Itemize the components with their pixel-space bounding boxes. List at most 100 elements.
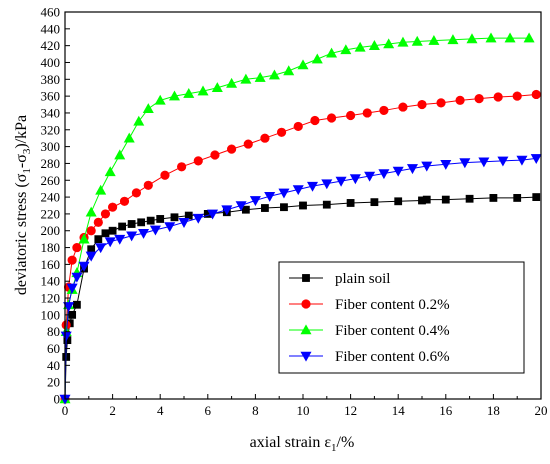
x-tick-label: 2: [109, 403, 116, 418]
x-tick-label: 20: [535, 403, 548, 418]
data-point: [379, 105, 389, 116]
legend-entry: Fiber content 0.2%: [289, 297, 450, 313]
data-point: [178, 218, 190, 228]
tick-labels: 0 2 4 6 8 10 12 14 16 18 2002040608010012014016018…: [41, 5, 548, 419]
data-point: [321, 179, 333, 190]
data-point: [241, 205, 250, 214]
data-point: [311, 53, 323, 64]
data-point: [73, 300, 81, 309]
y-tick-label: 440: [41, 21, 61, 36]
data-point: [207, 209, 219, 220]
data-point: [94, 235, 103, 244]
data-point: [240, 73, 252, 84]
data-point: [143, 180, 153, 190]
data-point: [364, 171, 376, 182]
data-point: [164, 222, 176, 233]
data-point: [146, 216, 155, 225]
data-point: [299, 201, 307, 210]
data-point: [138, 228, 150, 239]
legend-label: Fiber content 0.6%: [335, 349, 450, 365]
data-point: [183, 87, 195, 98]
y-tick-label: 460: [41, 5, 61, 20]
data-point: [292, 185, 304, 196]
data-point: [283, 65, 295, 76]
x-tick-label: 0: [62, 403, 69, 418]
data-point: [254, 72, 266, 82]
y-tick-label: 200: [41, 223, 61, 238]
data-point: [104, 237, 116, 248]
data-point: [197, 85, 209, 96]
y-tick-label: 220: [41, 206, 61, 221]
data-point: [66, 283, 78, 294]
data-point: [193, 156, 203, 166]
data-point: [137, 218, 146, 227]
data-point: [211, 82, 223, 93]
data-point: [226, 77, 238, 88]
y-tick-label: 40: [47, 358, 60, 373]
data-point: [504, 32, 516, 43]
data-point: [516, 155, 528, 166]
data-point: [221, 205, 233, 216]
data-point: [411, 35, 423, 46]
data-point: [280, 203, 288, 212]
data-point: [406, 164, 418, 175]
data-point: [78, 261, 90, 272]
data-point: [278, 188, 290, 199]
y-tick-label: 240: [41, 190, 61, 205]
data-point: [133, 115, 145, 126]
legend-entry: Fiber content 0.4%: [289, 323, 450, 339]
data-point: [156, 215, 165, 223]
data-point: [497, 156, 509, 167]
legend-marker: [301, 299, 311, 309]
data-point: [340, 44, 352, 55]
data-point: [489, 194, 498, 202]
x-tick-label: 10: [297, 403, 310, 418]
data-point: [192, 213, 204, 224]
y-tick-label: 80: [47, 324, 60, 339]
y-tick-label: 120: [41, 291, 61, 306]
x-axis-title-tail: /%: [337, 434, 355, 451]
legend-marker: [300, 351, 312, 362]
legend-label: Fiber content 0.4%: [335, 323, 450, 339]
legend-label: Fiber content 0.2%: [335, 297, 450, 313]
data-point: [436, 98, 446, 108]
x-tick-label: 12: [344, 403, 357, 418]
y-tick-label: 140: [41, 274, 61, 289]
data-point: [493, 92, 503, 102]
data-point: [85, 206, 97, 217]
legend-entry: plain soil: [289, 271, 390, 287]
data-point: [160, 170, 170, 180]
data-point: [297, 59, 309, 70]
y-tick-label: 400: [41, 55, 61, 70]
data-point: [95, 243, 107, 254]
y-tick-label: 380: [41, 72, 61, 87]
data-point: [114, 234, 126, 245]
data-point: [149, 225, 161, 236]
data-point: [170, 213, 179, 222]
data-point: [417, 99, 427, 110]
series-2: [60, 89, 541, 404]
y-tick-label: 280: [41, 156, 61, 171]
legend-marker: [302, 274, 310, 282]
data-point: [455, 95, 465, 105]
data-point: [95, 184, 107, 195]
x-tick-label: 16: [439, 403, 453, 418]
legend-box: [278, 261, 525, 374]
data-point: [78, 233, 90, 244]
data-point: [276, 127, 287, 137]
data-point: [532, 193, 541, 201]
data-point: [326, 47, 338, 58]
data-point: [108, 226, 117, 235]
y-axis-title: deviatoric stress (σ1-σ3)/kPa: [13, 115, 33, 295]
data-point: [474, 94, 484, 104]
data-point: [428, 34, 440, 45]
x-axis-title-subscript: 1: [331, 442, 337, 454]
x-tick-label: 4: [157, 403, 164, 418]
data-point: [119, 196, 130, 206]
data-point: [235, 201, 247, 212]
data-point: [362, 108, 372, 118]
data-point: [268, 69, 280, 80]
x-axis-title: axial strain ε1/%: [250, 434, 355, 454]
data-point: [326, 113, 337, 123]
